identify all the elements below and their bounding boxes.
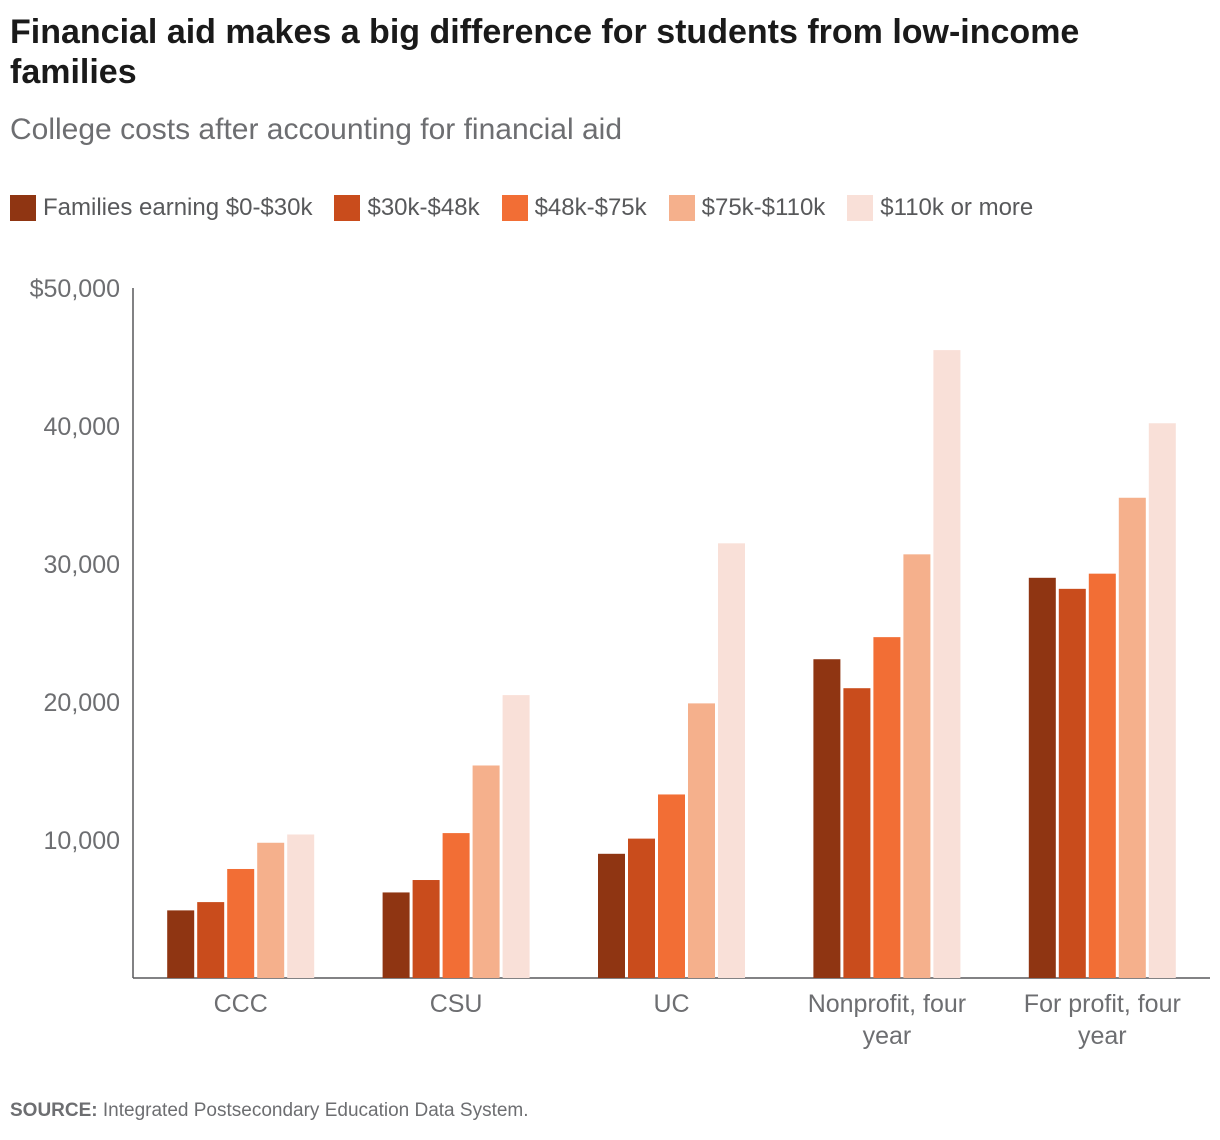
y-tick-label: 20,000 — [44, 689, 120, 717]
y-tick-label: 40,000 — [44, 413, 120, 441]
bar — [688, 703, 715, 978]
bar — [1118, 497, 1146, 978]
bar — [1148, 423, 1176, 978]
bar — [287, 834, 315, 978]
legend-label: $110k or more — [880, 194, 1034, 221]
legend-swatch — [501, 195, 528, 221]
legend-item: Families earning $0-$30k — [10, 194, 312, 222]
bar — [412, 880, 440, 978]
legend-item: $75k-$110k — [668, 194, 826, 222]
bar — [472, 765, 500, 978]
bar-chart: 10,000 20,000 30,000 40,000 $50,000 CCC CSU UC N… — [30, 275, 1210, 1050]
legend-label: $30k-$48k — [367, 194, 480, 221]
bar — [658, 794, 685, 978]
legend-swatch — [334, 195, 361, 221]
source-note: SOURCE: Integrated Postsecondary Educati… — [10, 1100, 529, 1122]
legend-swatch — [847, 195, 874, 221]
x-tick-label: CCC — [214, 990, 268, 1018]
bar — [1088, 573, 1116, 978]
legend-item: $110k or more — [847, 194, 1033, 222]
bar — [843, 688, 871, 978]
y-tick-label: 10,000 — [44, 827, 120, 855]
bar — [598, 853, 625, 978]
x-tick-label: CSU — [430, 990, 483, 1018]
legend-item: $48k-$75k — [501, 194, 647, 222]
bar — [502, 695, 530, 978]
y-tick-label: $50,000 — [30, 275, 120, 303]
bar — [227, 868, 255, 978]
bar — [197, 902, 225, 978]
legend-swatch — [668, 195, 695, 221]
chart-title: Financial aid makes a big difference for… — [10, 13, 1080, 91]
legend-label: $48k-$75k — [534, 194, 647, 221]
y-tick-label: 30,000 — [44, 551, 120, 579]
bar — [1058, 588, 1086, 978]
bar — [903, 554, 931, 978]
source-label: SOURCE: — [10, 1100, 98, 1121]
bar — [718, 543, 745, 978]
bar — [873, 637, 901, 978]
legend: Families earning $0-$30k $30k-$48k $48k-… — [10, 194, 1055, 222]
bar — [382, 892, 410, 978]
bar — [1028, 577, 1056, 978]
bar — [442, 833, 470, 978]
bar — [813, 659, 841, 978]
bar — [167, 910, 195, 978]
bar — [628, 838, 655, 978]
x-tick-label: For profit, four year — [1024, 990, 1181, 1050]
chart-subtitle: College costs after accounting for finan… — [10, 113, 623, 146]
bar — [257, 842, 285, 978]
bar — [933, 350, 961, 979]
x-tick-label: UC — [653, 990, 689, 1018]
legend-label: Families earning $0-$30k — [43, 194, 313, 221]
legend-swatch — [10, 195, 36, 221]
x-tick-label: Nonprofit, four year — [808, 990, 966, 1050]
legend-label: $75k-$110k — [701, 194, 826, 221]
legend-item: $30k-$48k — [334, 194, 480, 222]
source-text: Integrated Postsecondary Education Data … — [102, 1100, 529, 1121]
